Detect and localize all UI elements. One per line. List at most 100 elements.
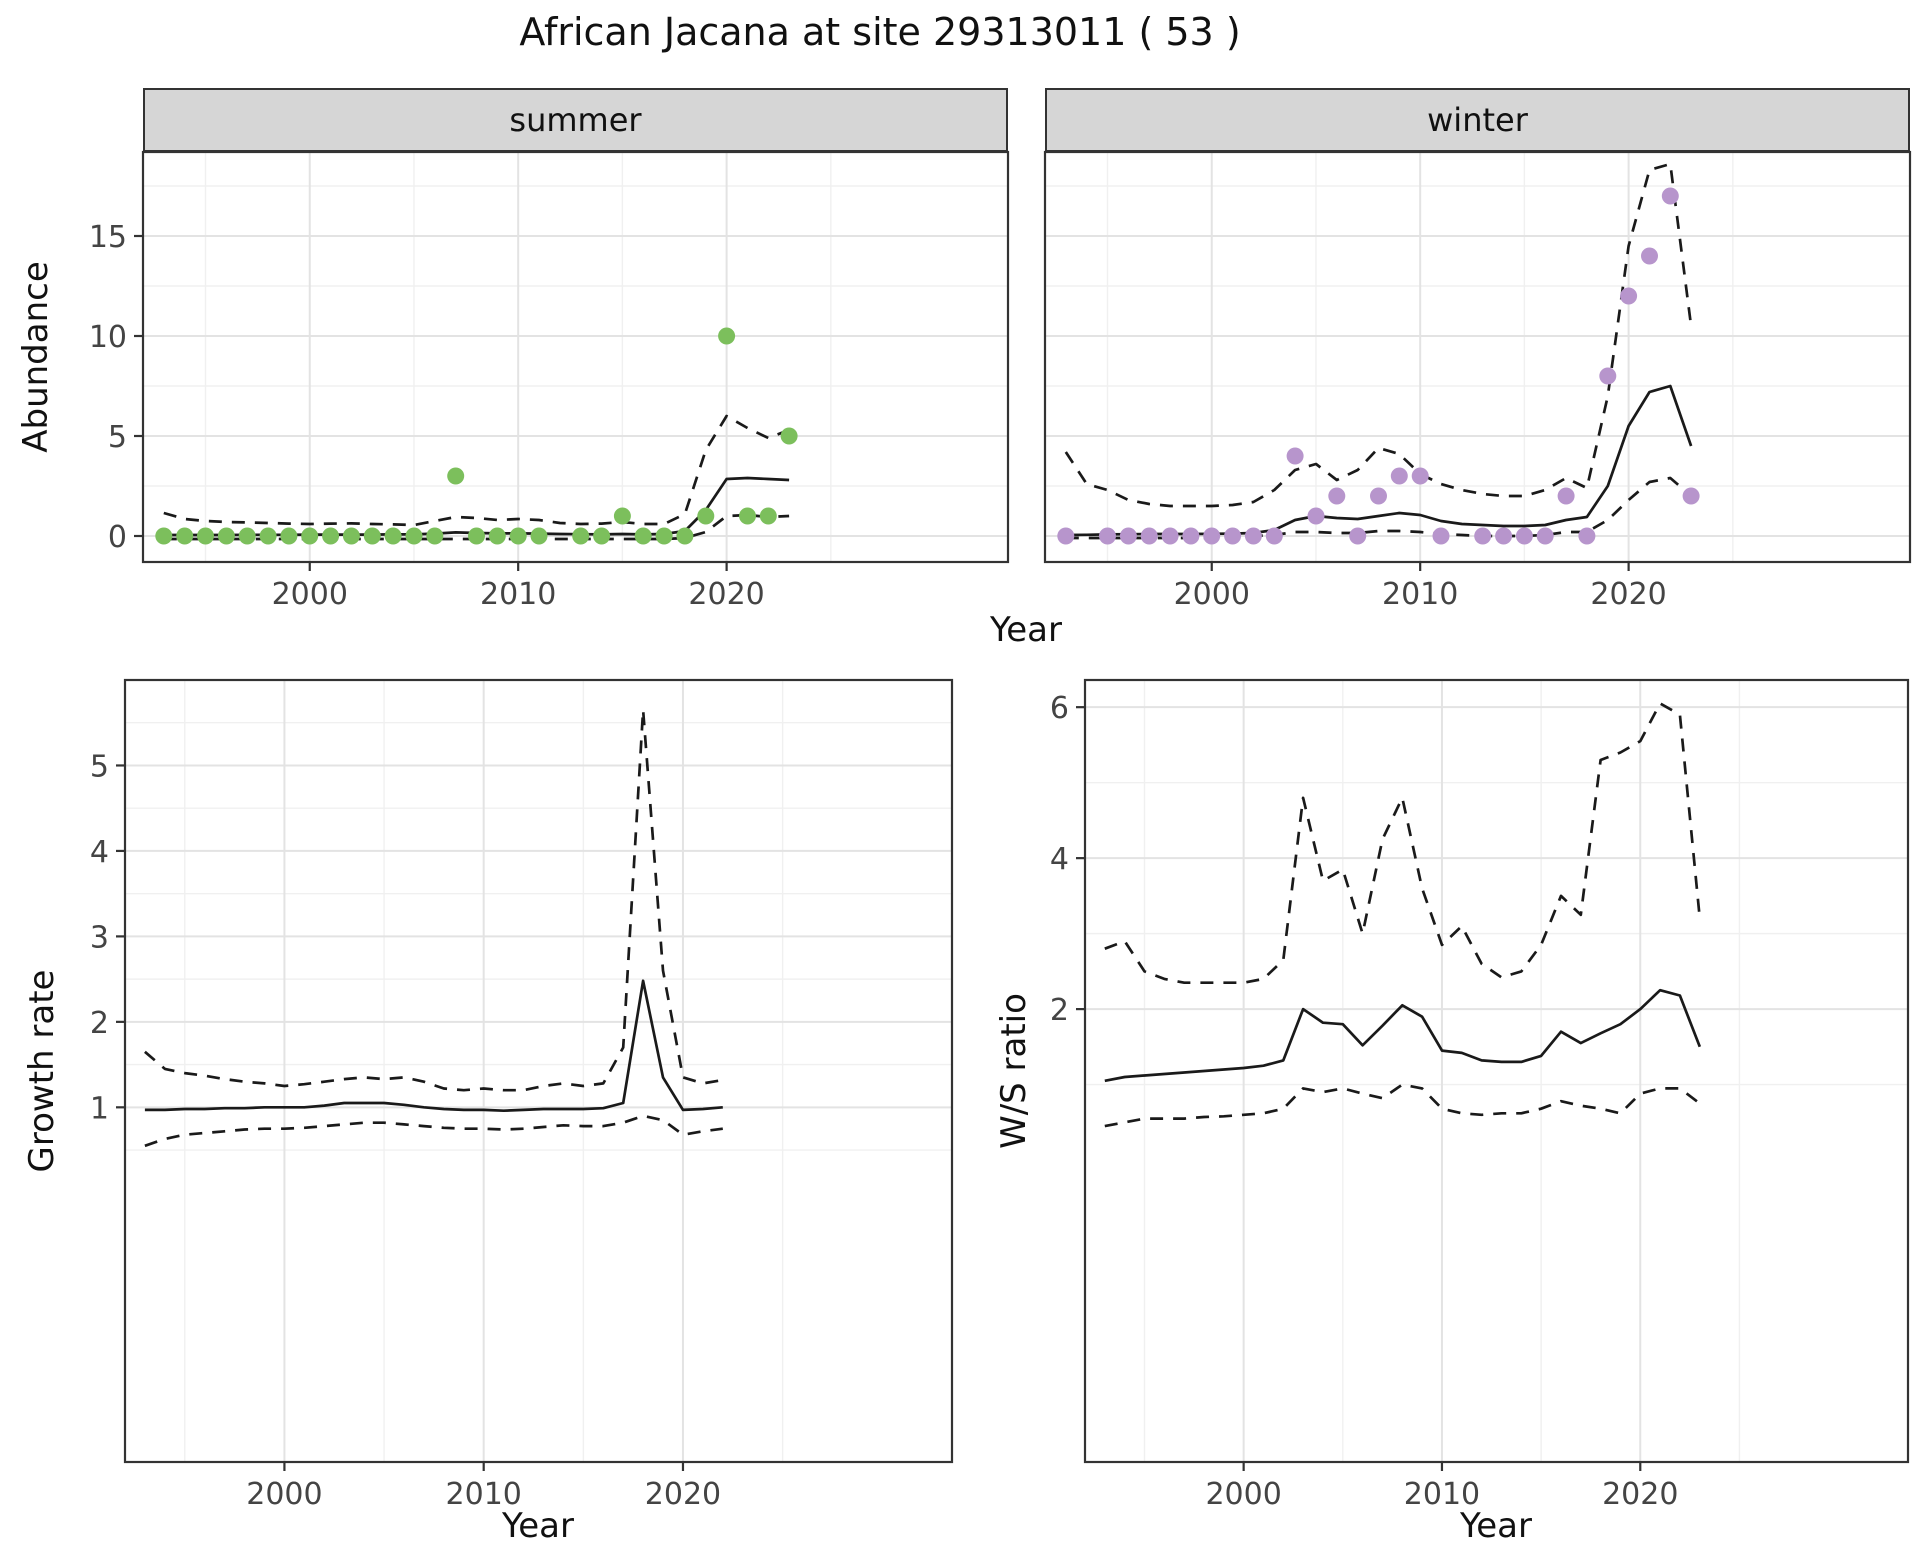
ci-upper-line [1064,162,1693,508]
series-ws-ratio [1104,702,1702,1128]
y-axis-title-ws-ratio: W/S ratio [994,993,1034,1149]
data-point [1578,527,1596,545]
data-point [176,527,194,545]
data-point [1224,527,1242,545]
x-tick-label: 2000 [1174,577,1250,612]
panel-abundance-winter: 2000 2010 2020 [1043,150,1912,612]
plot-title: African Jacana at site 29313011 ( 53 ) [519,10,1241,54]
data-point [1182,527,1200,545]
panel-border [141,150,1010,564]
x-tick-label: 2010 [446,1477,522,1512]
data-point [155,527,173,545]
ci-lower-line [144,1114,723,1148]
data-point [759,507,777,525]
data-point [1661,187,1679,205]
panel-ws-ratio: 2000 2010 2020 2 4 6 [1050,678,1910,1512]
data-point [1474,527,1492,545]
data-point [405,527,423,545]
data-point [1203,527,1221,545]
data-point [259,527,277,545]
panel-border [123,678,954,1464]
data-point [1682,487,1700,505]
data-point [447,467,465,485]
data-point [697,507,715,525]
data-point [1349,527,1367,545]
facet-strip-summer-label: summer [509,101,642,139]
x-axis-title-abundance: Year [990,610,1062,650]
data-point [1536,527,1554,545]
data-point [530,527,548,545]
x-tick-label: 2010 [480,577,556,612]
y-tick-label: 15 [89,220,127,255]
y-tick-label: 6 [1050,691,1069,726]
data-point [1641,247,1658,265]
y-tick-label: 0 [108,520,127,555]
data-point [676,527,694,545]
data-point [1140,527,1158,545]
data-point [468,527,485,545]
data-point [301,527,319,545]
data-point [197,527,214,545]
data-point [426,527,444,545]
series-abundance-winter [1057,162,1700,545]
x-tick-label: 2010 [1404,1477,1480,1512]
y-tick-label: 4 [1050,842,1069,877]
panel-background [125,680,952,1462]
data-point [1432,527,1450,545]
x-tick-label: 2000 [272,577,348,612]
data-point [1411,467,1429,485]
data-point [780,427,798,445]
data-point [593,527,611,545]
x-tick-label: 2020 [1602,1477,1678,1512]
data-point [613,507,631,525]
data-point [1390,467,1408,485]
data-point [1620,287,1638,305]
ci-upper-line [144,708,724,1092]
facet-strip-summer: summer [143,88,1008,152]
x-axis-title-growth-rate: Year [502,1506,574,1546]
y-axis-title-abundance: Abundance [16,261,56,453]
data-point [384,527,402,545]
data-point [1265,527,1283,545]
data-point [217,527,235,545]
x-tick-label: 2000 [246,1477,322,1512]
panel-background [143,152,1008,562]
fit-line [144,979,723,1113]
data-point [1515,527,1533,545]
x-tick-label: 2020 [688,577,764,612]
x-tick-label: 2000 [1205,1477,1281,1512]
panel-background [1085,680,1908,1462]
x-tick-label: 2020 [645,1477,721,1512]
data-point [1599,367,1617,385]
data-point [1328,487,1346,505]
data-point [1099,527,1116,545]
data-point [342,527,360,545]
series-abundance-summer [155,327,798,545]
data-point [280,527,298,545]
y-tick-label: 3 [90,920,109,955]
data-point [1119,527,1137,545]
data-point [634,527,652,545]
data-point [322,527,340,545]
data-point [363,527,381,545]
data-point [1286,447,1304,465]
data-point [509,527,527,545]
y-tick-label: 2 [1050,993,1069,1028]
data-point [488,527,506,545]
ci-upper-line [1104,702,1702,985]
data-point [1057,527,1075,545]
x-tick-label: 2010 [1382,577,1458,612]
panel-background [1045,152,1910,562]
data-point [1307,507,1325,525]
facet-strip-winter-label: winter [1427,101,1528,139]
panel-border [1083,678,1910,1464]
y-tick-label: 5 [108,420,127,455]
series-growth-rate [144,708,724,1148]
y-tick-label: 4 [90,835,109,870]
facet-strip-winter: winter [1045,88,1910,152]
panel-abundance-summer: 2000 2010 2020 0 5 10 15 [89,150,1010,612]
x-axis-title-ws-ratio: Year [1460,1506,1532,1546]
data-point [718,327,736,345]
panel-growth-rate: 2000 2010 2020 1 2 3 4 5 [90,678,954,1512]
